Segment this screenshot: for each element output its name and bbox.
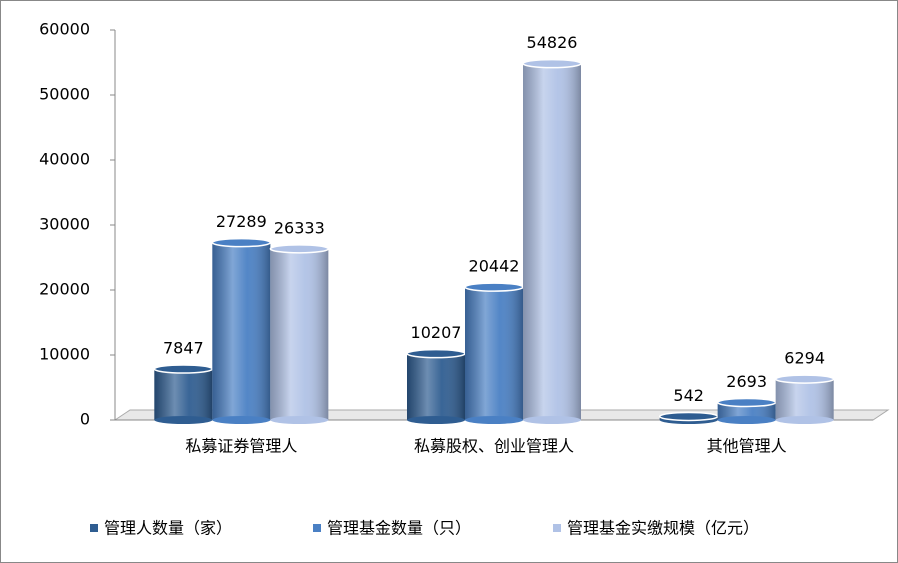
bar-bottom [407, 416, 465, 424]
bar-bottom [270, 416, 329, 424]
bar-shade [717, 402, 776, 420]
y-tick-label: 0 [80, 410, 90, 429]
data-label: 7847 [163, 338, 204, 357]
bar-top [211, 237, 272, 248]
data-label: 542 [673, 386, 704, 405]
bar-shade [465, 287, 523, 420]
data-label: 2693 [726, 372, 767, 391]
data-label: 27289 [216, 212, 267, 231]
data-label: 54826 [527, 33, 578, 52]
bar-top [658, 411, 719, 422]
bar-shade [523, 63, 581, 420]
bar-bottom [465, 416, 523, 424]
y-tick-label: 50000 [39, 85, 90, 104]
bar-top [522, 58, 582, 69]
y-tick-label: 60000 [39, 20, 90, 39]
bar-shade [154, 368, 213, 420]
legend-label: 管理基金数量（只） [327, 519, 471, 538]
y-tick-label: 40000 [39, 150, 90, 169]
bar-top [269, 244, 330, 254]
legend-label: 管理基金实缴规模（亿元） [567, 519, 759, 538]
legend-swatch [90, 524, 98, 532]
bar-shade [775, 379, 834, 420]
bar-shade [407, 353, 465, 420]
y-tick-label: 30000 [39, 215, 90, 234]
bar-shade [270, 248, 329, 420]
data-label: 10207 [411, 323, 462, 342]
bar-top [153, 364, 214, 374]
legend-label: 管理人数量（家） [104, 519, 232, 538]
y-tick-label: 20000 [39, 280, 90, 299]
bar-shade [212, 242, 271, 420]
data-label: 20442 [469, 257, 520, 276]
bar-top [406, 348, 466, 359]
bar-bottom [523, 416, 581, 424]
bar-top [464, 282, 524, 292]
bar-top [774, 374, 835, 384]
y-tick-label: 10000 [39, 345, 90, 364]
bar-top [716, 397, 777, 408]
bar-bottom [212, 416, 271, 424]
data-label: 26333 [274, 218, 325, 237]
x-tick-label: 私募证券管理人 [185, 437, 297, 456]
data-label: 6294 [784, 349, 825, 368]
bar-bottom [775, 416, 834, 424]
legend-swatch [553, 524, 561, 532]
x-tick-label: 其他管理人 [707, 437, 787, 456]
legend-swatch [313, 524, 321, 532]
bar-bottom [154, 416, 213, 424]
x-tick-label: 私募股权、创业管理人 [414, 437, 574, 456]
bar-bottom [717, 416, 776, 424]
